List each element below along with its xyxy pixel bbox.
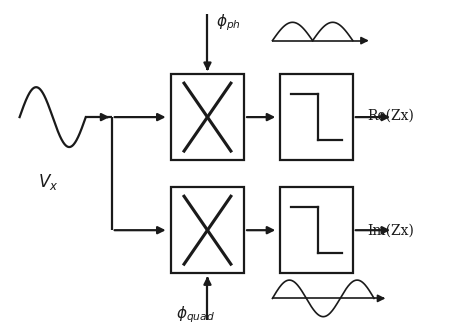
Bar [171, 187, 244, 274]
Bar [280, 187, 353, 274]
Text: Re(Zx): Re(Zx) [367, 109, 414, 123]
Text: Im(Zx): Im(Zx) [367, 223, 414, 237]
Bar [280, 74, 353, 160]
Bar [171, 74, 244, 160]
Text: $\phi_{ph}$: $\phi_{ph}$ [216, 12, 241, 33]
Text: $V_x$: $V_x$ [38, 172, 58, 192]
Text: $\phi_{quad}$: $\phi_{quad}$ [175, 305, 215, 325]
